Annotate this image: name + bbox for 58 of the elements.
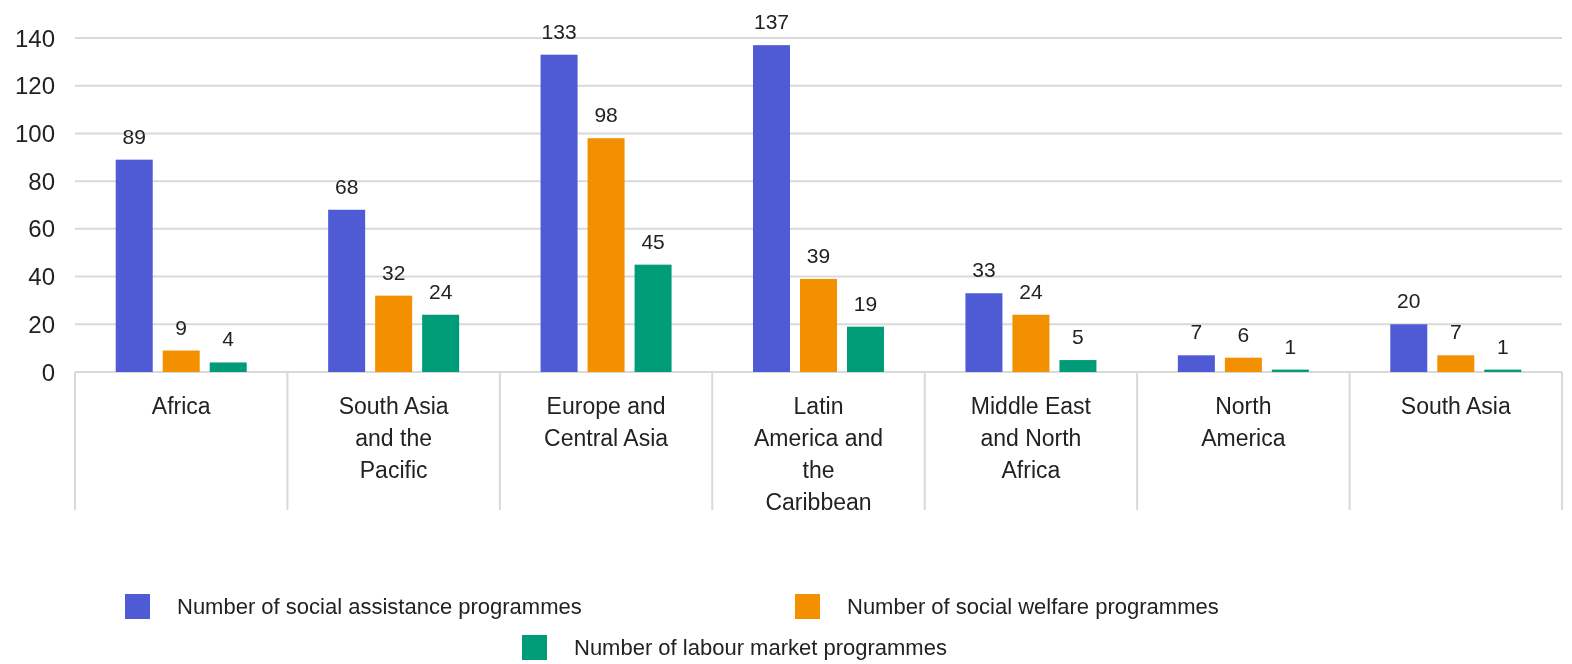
bar: [800, 278, 837, 372]
data-label: 20: [1397, 289, 1421, 313]
bar: [375, 295, 413, 372]
x-tick-label: Africa: [151, 393, 211, 419]
data-label: 89: [122, 124, 146, 148]
data-label: 39: [806, 243, 831, 267]
y-tick-label: 40: [28, 263, 55, 291]
bar: [847, 326, 884, 372]
bar: [328, 209, 366, 372]
bar: [1390, 324, 1428, 372]
x-tick-label: Latin America and the Caribbean: [753, 393, 884, 515]
bar: [1177, 355, 1215, 372]
x-tick-label: South Asia and the Pacific: [338, 393, 449, 483]
x-tick-label: Middle East and North Africa: [970, 393, 1092, 483]
data-label: 1: [1284, 334, 1297, 358]
data-label: 6: [1237, 322, 1250, 346]
bar: [753, 45, 790, 372]
legend-label: Number of social welfare programmes: [847, 593, 1219, 619]
data-label: 33: [972, 258, 996, 282]
y-tick-label: 140: [14, 24, 55, 52]
data-label: 68: [334, 174, 359, 198]
data-label: 24: [1019, 279, 1043, 303]
bar: [587, 138, 625, 372]
data-label: 133: [541, 19, 577, 43]
bar: [115, 159, 153, 372]
y-tick-label: 20: [28, 310, 55, 338]
bar: [1059, 360, 1097, 372]
data-label: 7: [1190, 320, 1203, 344]
y-tick-label: 0: [41, 358, 55, 386]
data-label: 45: [641, 229, 665, 253]
bar: [540, 54, 578, 372]
bar: [634, 264, 672, 372]
y-tick-label: 120: [14, 72, 55, 100]
data-label: 137: [753, 10, 790, 34]
data-label: 19: [853, 291, 878, 315]
bar: [1012, 314, 1050, 372]
bar: [1224, 357, 1262, 372]
data-label: 1: [1496, 334, 1509, 358]
x-tick-label: North America: [1201, 393, 1286, 451]
x-tick-label: South Asia: [1400, 393, 1511, 419]
bar: [422, 314, 460, 372]
bar: [209, 362, 247, 372]
data-label: 5: [1072, 325, 1084, 349]
bar: [162, 350, 200, 372]
data-label: 32: [381, 260, 406, 284]
data-label: 24: [428, 279, 453, 303]
data-label: 98: [594, 103, 618, 127]
bar: [1437, 355, 1475, 372]
legend-label: Number of social assistance programmes: [177, 593, 582, 619]
data-label: 4: [222, 327, 235, 351]
bar: [965, 293, 1003, 372]
x-tick-label: Europe and Central Asia: [544, 393, 669, 451]
y-tick-label: 100: [14, 119, 55, 147]
y-tick-label: 60: [28, 215, 55, 243]
y-tick-label: 80: [28, 167, 55, 195]
data-label: 9: [175, 315, 188, 339]
legend-label: Number of labour market programmes: [574, 634, 947, 660]
data-label: 7: [1449, 320, 1462, 344]
